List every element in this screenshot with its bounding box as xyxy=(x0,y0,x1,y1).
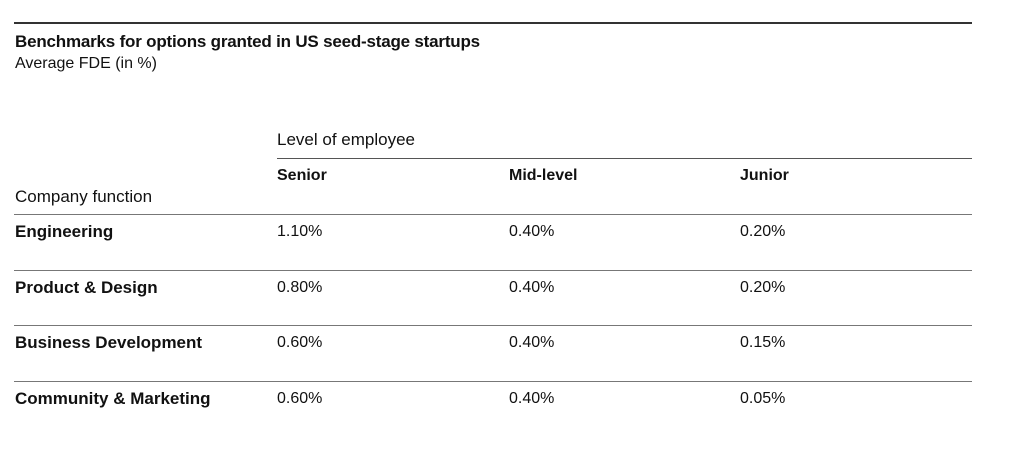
level-header-rule xyxy=(277,158,972,159)
cell-business-development-junior: 0.15% xyxy=(740,334,786,351)
cell-business-development-mid-level: 0.40% xyxy=(509,334,555,351)
level-of-employee-label: Level of employee xyxy=(277,130,415,149)
column-header-mid-level: Mid-level xyxy=(509,167,578,184)
cell-engineering-mid-level: 0.40% xyxy=(509,223,555,240)
cell-engineering-senior: 1.10% xyxy=(277,223,323,240)
company-function-label: Company function xyxy=(15,187,153,206)
cell-product-design-mid-level: 0.40% xyxy=(509,279,555,296)
column-header-senior: Senior xyxy=(277,167,327,184)
cell-product-design-junior: 0.20% xyxy=(740,279,786,296)
row-label-engineering: Engineering xyxy=(15,222,114,241)
row-label-business-development: Business Development xyxy=(15,333,203,352)
top-rule xyxy=(14,22,972,24)
row-label-product-design: Product & Design xyxy=(15,278,158,297)
cell-engineering-junior: 0.20% xyxy=(740,223,786,240)
column-header-junior: Junior xyxy=(740,167,789,184)
cell-community-marketing-mid-level: 0.40% xyxy=(509,390,555,407)
row-divider xyxy=(14,270,972,271)
row-divider xyxy=(14,381,972,382)
cell-business-development-senior: 0.60% xyxy=(277,334,323,351)
cell-community-marketing-senior: 0.60% xyxy=(277,390,323,407)
row-divider xyxy=(14,214,972,215)
table-subtitle: Average FDE (in %) xyxy=(15,55,157,72)
row-label-community-marketing: Community & Marketing xyxy=(15,389,211,408)
cell-product-design-senior: 0.80% xyxy=(277,279,323,296)
row-divider xyxy=(14,325,972,326)
cell-community-marketing-junior: 0.05% xyxy=(740,390,786,407)
table-title: Benchmarks for options granted in US see… xyxy=(15,32,480,51)
